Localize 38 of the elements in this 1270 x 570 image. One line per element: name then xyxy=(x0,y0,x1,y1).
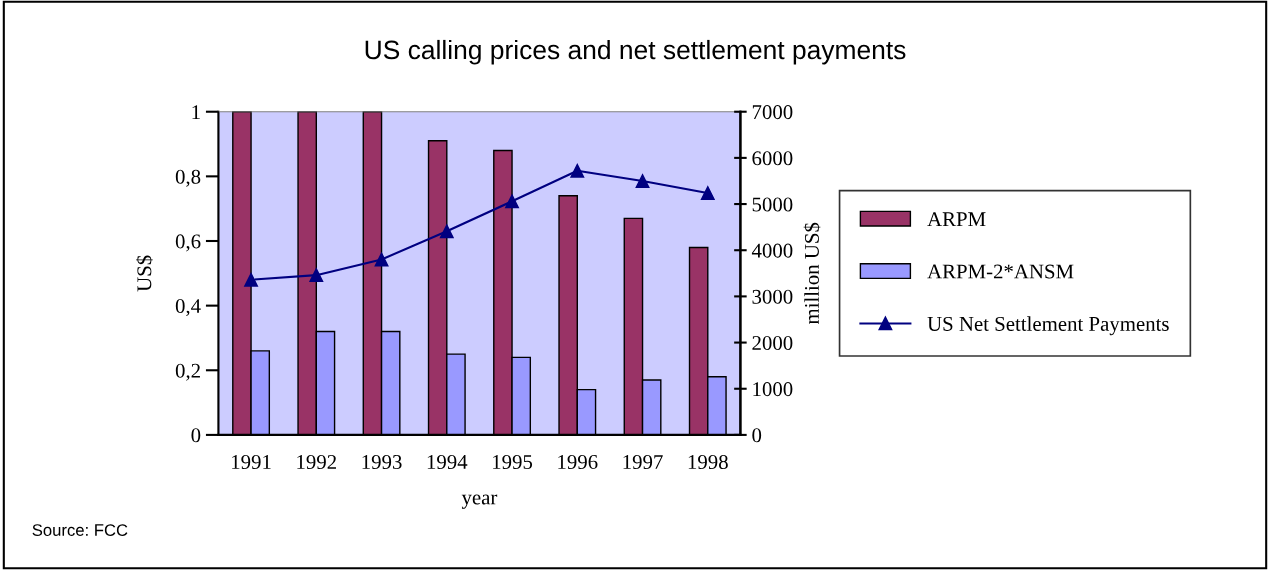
y-axis-title: US$ xyxy=(136,255,153,292)
chart-title: US calling prices and net settlement payments xyxy=(365,39,906,65)
y2-tick-label: 4000 xyxy=(751,243,793,258)
y2-tick-label: 0 xyxy=(752,428,762,443)
x-tick-label: 1998 xyxy=(688,454,728,470)
legend-label: ARPM xyxy=(927,212,986,227)
y-tick-label: 0,8 xyxy=(175,169,201,187)
point xyxy=(309,268,324,283)
y2-tick-label: 2000 xyxy=(752,335,793,350)
y-tick-label: 0 xyxy=(191,428,201,443)
x-tick-label: 1995 xyxy=(493,455,533,470)
point xyxy=(439,224,454,239)
legend-label: ARPM-2*ANSM xyxy=(927,264,1074,279)
x-tick-label: 1991 xyxy=(232,455,271,470)
point xyxy=(700,186,715,200)
x-tick-label: 1992 xyxy=(297,455,336,470)
y2-tick-label: 5000 xyxy=(752,197,793,212)
y-tick-label: 1 xyxy=(192,105,200,119)
x-tick-label: 1996 xyxy=(558,455,598,470)
y2-tick-label: 1000 xyxy=(753,382,793,397)
point xyxy=(570,163,585,178)
y-tick-label: 0,2 xyxy=(175,363,200,381)
point xyxy=(505,194,519,209)
x-tick-label: 1997 xyxy=(623,455,663,470)
x-axis-title: year xyxy=(461,494,498,509)
y2-tick-label: 3000 xyxy=(752,289,793,304)
y2-tick-label: 7000 xyxy=(752,105,793,120)
y-tick-label: 0,6 xyxy=(175,234,201,252)
point xyxy=(244,272,259,287)
y2-axis-title: million US$ xyxy=(803,222,821,325)
source-note: Source: FCC xyxy=(32,524,128,536)
y-tick-label: 0,4 xyxy=(175,299,201,317)
x-tick-label: 1993 xyxy=(362,455,402,470)
x-tick-label: 1994 xyxy=(427,455,468,470)
y2-tick-label: 6000 xyxy=(752,151,793,166)
point xyxy=(635,174,650,188)
point xyxy=(374,252,389,267)
legend-label: US Net Settlement Payments xyxy=(927,316,1169,336)
